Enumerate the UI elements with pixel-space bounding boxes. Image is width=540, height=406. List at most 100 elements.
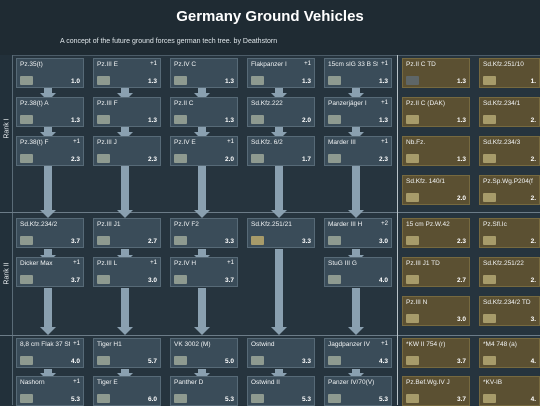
tank-icon <box>328 236 341 245</box>
battle-rating: 3.3 <box>224 238 234 245</box>
battle-rating: 2. <box>530 277 536 284</box>
battle-rating: 3.3 <box>301 358 311 365</box>
tank-icon <box>406 236 419 245</box>
tank-icon <box>174 356 187 365</box>
battle-rating: 1.3 <box>147 78 157 85</box>
vehicle-card[interactable]: Pz.IV E +1 2.0 <box>170 136 238 166</box>
tank-icon <box>97 275 110 284</box>
premium-vehicle-card[interactable]: Pz.III J1 TD 2.7 <box>402 257 470 287</box>
tank-icon <box>174 275 187 284</box>
vehicle-card[interactable]: 15cm sIG 33 B Sfl +1 1.3 <box>324 58 392 88</box>
vehicle-name: Pz.III J <box>97 139 117 146</box>
vehicle-card[interactable]: Panzerjäger I +1 1.3 <box>324 97 392 127</box>
vehicle-card[interactable]: Pz.IV F2 3.3 <box>170 218 238 248</box>
vehicle-name: *KV-IB <box>483 379 503 386</box>
vehicle-card[interactable]: Pz.35(t) 1.0 <box>16 58 84 88</box>
vehicle-card[interactable]: Flakpanzer I +1 1.3 <box>247 58 315 88</box>
vehicle-card[interactable]: Sd.Kfz.222 2.0 <box>247 97 315 127</box>
premium-vehicle-card[interactable]: Pz.II C (DAK) 1.3 <box>402 97 470 127</box>
premium-vehicle-card[interactable]: Pz.II C TD 1.3 <box>402 58 470 88</box>
vehicle-card[interactable]: Panzer IV/70(V) 5.3 <box>324 376 392 406</box>
vehicle-card[interactable]: Pz.38(t) A 1.3 <box>16 97 84 127</box>
premium-vehicle-card[interactable]: Sd.Kfz.251/22 2. <box>479 257 540 287</box>
battle-rating: 2.3 <box>70 156 80 163</box>
battle-rating: 2.0 <box>301 117 311 124</box>
vehicle-card[interactable]: Pz.III J 2.3 <box>93 136 161 166</box>
battle-rating: 5.3 <box>301 396 311 403</box>
premium-vehicle-card[interactable]: Nb.Fz. 1.3 <box>402 136 470 166</box>
vehicle-card[interactable]: Pz.III F 1.3 <box>93 97 161 127</box>
arrow-shaft <box>198 249 206 255</box>
premium-vehicle-card[interactable]: Sd.Kfz.234/2 TD 3. <box>479 296 540 326</box>
tank-icon <box>483 356 496 365</box>
vehicle-name: Pz.IV F2 <box>174 221 199 228</box>
tank-icon <box>20 394 33 403</box>
vehicle-card[interactable]: Pz.IV H +1 3.7 <box>170 257 238 287</box>
premium-vehicle-card[interactable]: 15 cm Pz.W.42 2.3 <box>402 218 470 248</box>
arrow-head <box>348 210 364 218</box>
vehicle-card[interactable]: Sd.Kfz. 6/2 1.7 <box>247 136 315 166</box>
premium-vehicle-card[interactable]: Sd.Kfz.234/1 2. <box>479 97 540 127</box>
battle-rating: 2.7 <box>147 238 157 245</box>
vehicle-card[interactable]: Pz.IV C 1.3 <box>170 58 238 88</box>
premium-vehicle-card[interactable]: Sd.Kfz.251/10 1. <box>479 58 540 88</box>
arrow-shaft <box>121 369 129 373</box>
premium-vehicle-card[interactable]: *M4 748 (a) 4. <box>479 338 540 368</box>
arrow-shaft <box>275 249 283 327</box>
vehicle-card[interactable]: StuG III G 4.0 <box>324 257 392 287</box>
premium-vehicle-card[interactable]: Pz.III N 3.0 <box>402 296 470 326</box>
tank-icon <box>251 394 264 403</box>
premium-vehicle-card[interactable]: Pz.Bef.Wg.IV J 3.7 <box>402 376 470 406</box>
vehicle-card[interactable]: Tiger H1 5.7 <box>93 338 161 368</box>
vehicle-name: 15cm sIG 33 B Sfl <box>328 61 378 68</box>
premium-vehicle-card[interactable]: Sd.Kfz.234/3 2. <box>479 136 540 166</box>
arrow-shaft <box>198 165 206 210</box>
arrow-shaft <box>275 165 283 210</box>
battle-rating: 1.3 <box>224 78 234 85</box>
vehicle-name: Panther D <box>174 379 204 386</box>
battle-rating: 5.3 <box>224 396 234 403</box>
premium-vehicle-card[interactable]: Pz.Sp.Wg.P204(f) KwK 2. <box>479 175 540 205</box>
tank-icon <box>406 193 419 202</box>
arrow-shaft <box>275 87 283 93</box>
vehicle-card[interactable]: Pz.38(t) F +1 2.3 <box>16 136 84 166</box>
vehicle-card[interactable]: 8,8 cm Flak 37 Sfl +1 4.0 <box>16 338 84 368</box>
vehicle-card[interactable]: Ostwind II 5.3 <box>247 376 315 406</box>
arrow-head <box>271 327 287 335</box>
vehicle-card[interactable]: Nashorn +1 5.3 <box>16 376 84 406</box>
vehicle-name: Tiger H1 <box>97 341 122 348</box>
premium-vehicle-card[interactable]: Pz.Sfl.Ic 2. <box>479 218 540 248</box>
vehicle-name: Pz.III E <box>97 61 118 68</box>
arrow-shaft <box>352 369 360 373</box>
battle-rating: 1.3 <box>378 78 388 85</box>
vehicle-card[interactable]: VK 3002 (M) 5.0 <box>170 338 238 368</box>
vehicle-card[interactable]: Dicker Max +1 3.7 <box>16 257 84 287</box>
vehicle-card[interactable]: Pz.III J1 2.7 <box>93 218 161 248</box>
tank-icon <box>406 275 419 284</box>
vehicle-card[interactable]: Tiger E 6.0 <box>93 376 161 406</box>
vehicle-card[interactable]: Jagdpanzer IV +1 4.3 <box>324 338 392 368</box>
vehicle-card[interactable]: Sd.Kfz.234/2 3.7 <box>16 218 84 248</box>
premium-vehicle-card[interactable]: *KV-IB 4. <box>479 376 540 406</box>
vehicle-card[interactable]: Sd.Kfz.251/21 3.3 <box>247 218 315 248</box>
vehicle-card[interactable]: Ostwind 3.3 <box>247 338 315 368</box>
arrow-shaft <box>275 126 283 132</box>
battle-rating: 1.3 <box>301 78 311 85</box>
vehicle-name: Pz.35(t) <box>20 61 43 68</box>
tank-icon <box>406 76 419 85</box>
arrow-head <box>194 327 210 335</box>
vehicle-card[interactable]: Pz.II C 1.3 <box>170 97 238 127</box>
arrow-shaft <box>352 165 360 210</box>
battle-rating: 2.0 <box>224 156 234 163</box>
premium-vehicle-card[interactable]: *KW II 754 (r) 3.7 <box>402 338 470 368</box>
vehicle-card[interactable]: Marder III H +2 3.0 <box>324 218 392 248</box>
vehicle-count-badge: +1 <box>381 341 388 347</box>
vehicle-card[interactable]: Pz.III L +1 3.0 <box>93 257 161 287</box>
tank-icon <box>97 356 110 365</box>
vehicle-card[interactable]: Panther D 5.3 <box>170 376 238 406</box>
vehicle-name: Tiger E <box>97 379 118 386</box>
vehicle-card[interactable]: Pz.III E +1 1.3 <box>93 58 161 88</box>
premium-vehicle-card[interactable]: Sd.Kfz. 140/1 2.0 <box>402 175 470 205</box>
vehicle-card[interactable]: Marder III +1 2.3 <box>324 136 392 166</box>
vehicle-count-badge: +1 <box>150 61 157 67</box>
